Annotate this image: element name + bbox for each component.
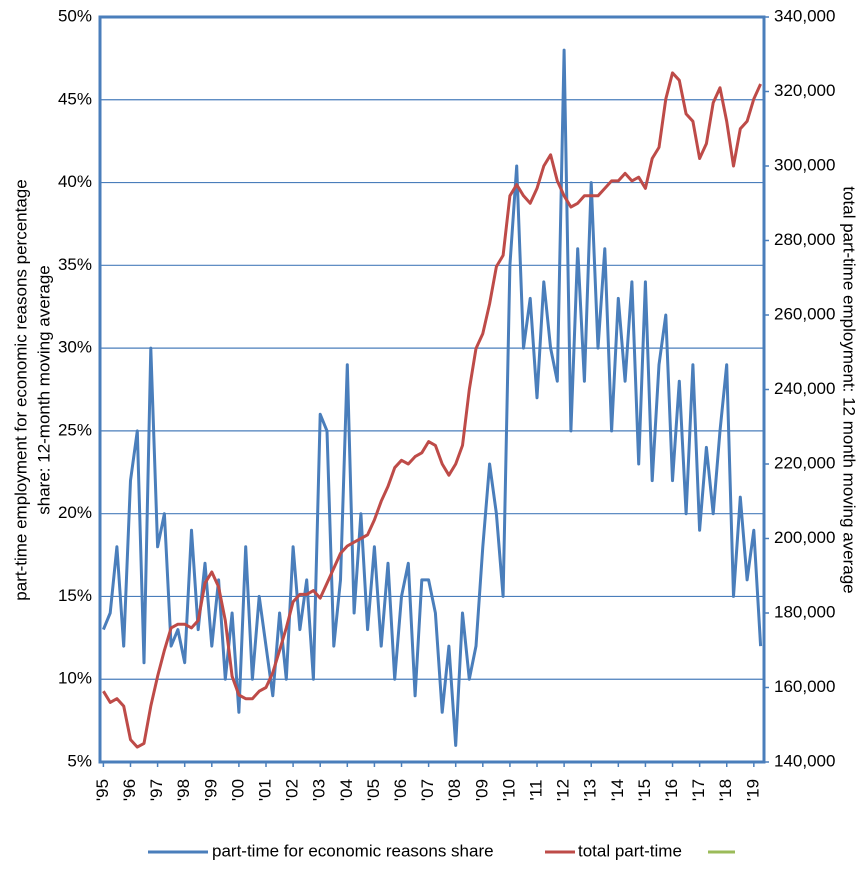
- x-tick-label: '03: [310, 779, 329, 801]
- y2-tick-label: 200,000: [774, 528, 835, 547]
- x-tick-label: '97: [147, 779, 166, 801]
- y-tick-label: 25%: [58, 420, 92, 439]
- series-line: [102, 71, 762, 749]
- y2-tick-label: 240,000: [774, 379, 835, 398]
- x-tick-label: '19: [743, 779, 762, 801]
- x-tick-label: '14: [608, 779, 627, 801]
- y-tick-label: 30%: [58, 338, 92, 357]
- plot-frame: [98, 15, 766, 764]
- x-tick-label: '15: [635, 779, 654, 801]
- y-axis-title: part-time employment for economic reason…: [11, 179, 30, 600]
- y2-tick-label: 260,000: [774, 304, 835, 323]
- y-tick-label: 20%: [58, 503, 92, 522]
- y2-tick-label: 220,000: [774, 453, 835, 472]
- y2-tick-label: 340,000: [774, 6, 835, 25]
- y2-tick-label: 280,000: [774, 230, 835, 249]
- x-tick-label: '11: [527, 780, 546, 801]
- y-tick-label: 45%: [58, 89, 92, 108]
- x-tick-label: '17: [689, 779, 708, 801]
- y2-tick-label: 180,000: [774, 602, 835, 621]
- y-tick-label: 10%: [58, 669, 92, 688]
- x-tick-label: '12: [554, 779, 573, 801]
- x-tick-label: '99: [201, 779, 220, 801]
- x-tick-label: '13: [581, 779, 600, 801]
- y-tick-label: 35%: [58, 255, 92, 274]
- x-tick-label: '09: [472, 779, 491, 801]
- x-tick-label: '18: [716, 779, 735, 801]
- y-tick-label: 40%: [58, 172, 92, 191]
- y2-tick-label: 300,000: [774, 155, 835, 174]
- x-tick-label: '10: [499, 779, 518, 801]
- x-tick-label: '04: [337, 779, 356, 801]
- y2-axis-title: total part-time employment: 12 month mov…: [840, 186, 859, 593]
- x-tick-label: '01: [255, 779, 274, 801]
- x-tick-label: '98: [174, 779, 193, 801]
- legend-label: total part-time: [578, 841, 682, 860]
- y-tick-label: 5%: [67, 751, 92, 770]
- series-line: [102, 48, 763, 747]
- y2-tick-label: 320,000: [774, 81, 835, 100]
- x-tick-label: '07: [418, 779, 437, 801]
- x-tick-label: '05: [364, 779, 383, 801]
- y2-tick-label: 140,000: [774, 751, 835, 770]
- x-tick-label: '16: [662, 779, 681, 801]
- x-tick-label: '00: [228, 779, 247, 801]
- y-tick-label: 15%: [58, 586, 92, 605]
- x-tick-label: '08: [445, 779, 464, 801]
- x-tick-label: '06: [391, 779, 410, 801]
- y-axis-title: share: 12-month moving average: [34, 265, 53, 514]
- y2-tick-label: 160,000: [774, 677, 835, 696]
- legend-label: part-time for economic reasons share: [212, 841, 494, 860]
- y-tick-label: 50%: [58, 6, 92, 25]
- x-tick-label: '95: [93, 779, 112, 801]
- x-tick-label: '02: [283, 779, 302, 801]
- x-tick-label: '96: [120, 779, 139, 801]
